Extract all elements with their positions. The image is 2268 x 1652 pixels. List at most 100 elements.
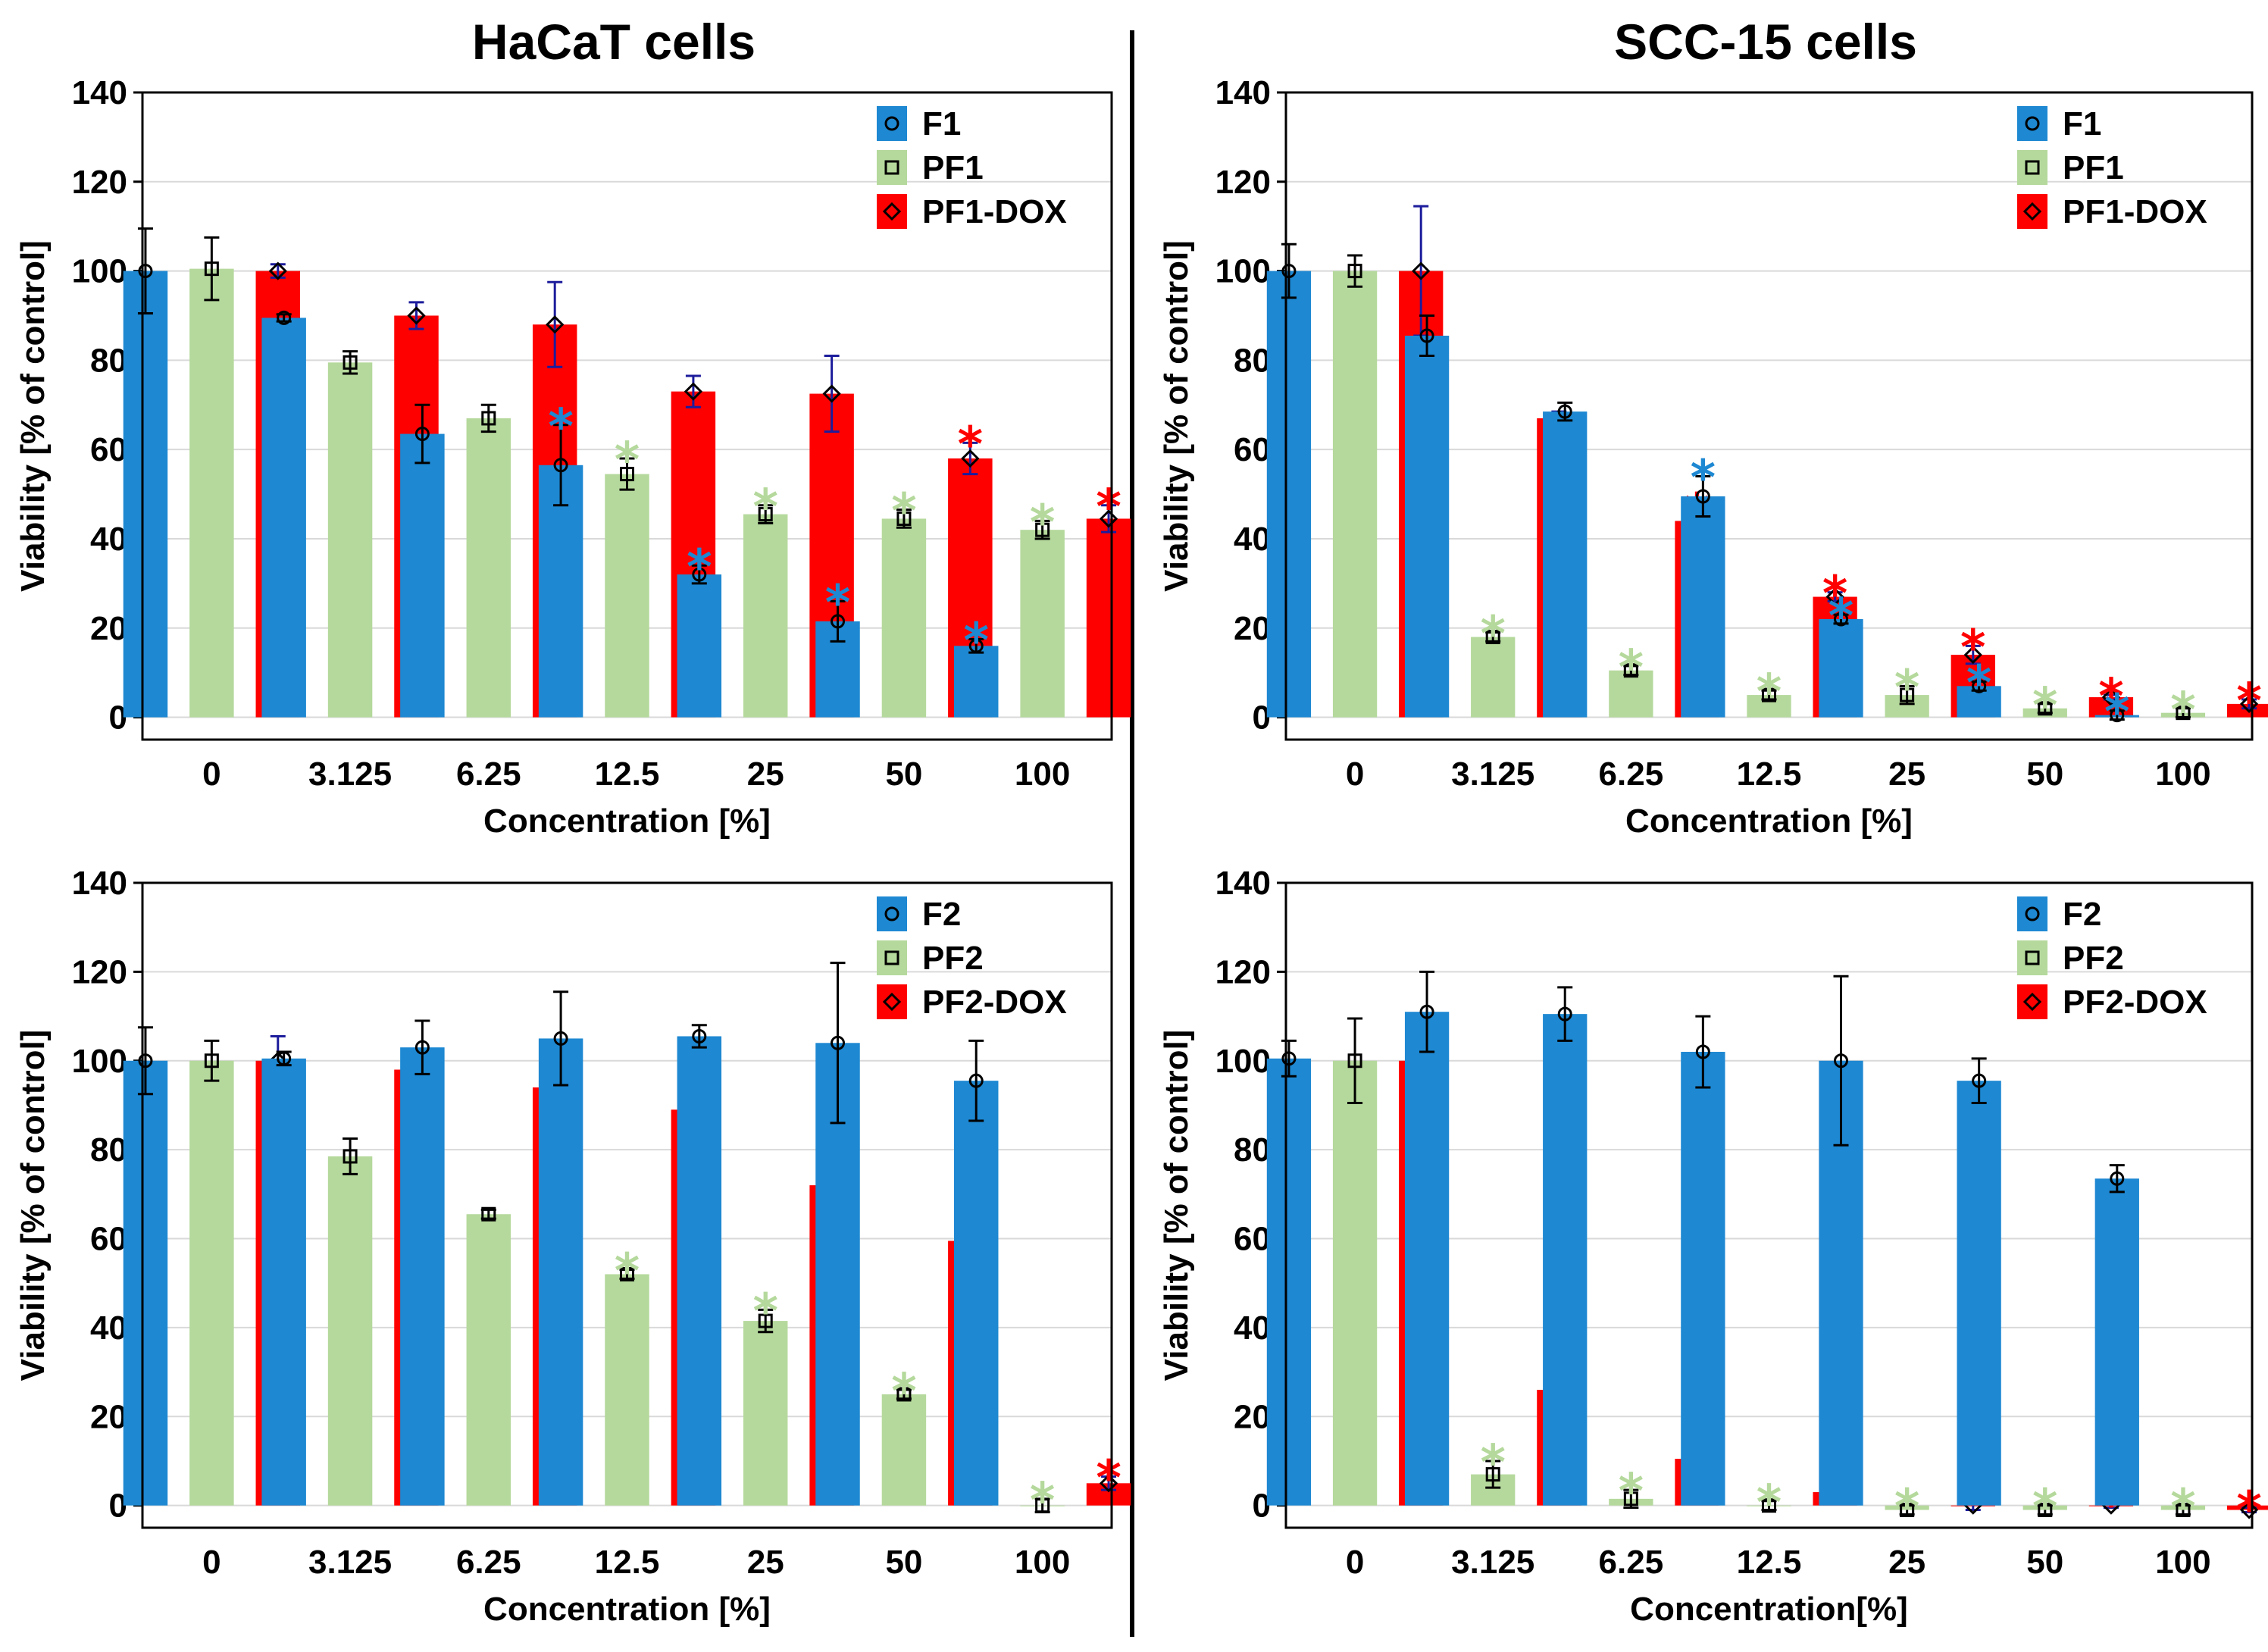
point-marker xyxy=(2038,701,2053,716)
point-marker xyxy=(1035,1498,1050,1513)
x-tick-label: 100 xyxy=(1015,756,1070,793)
significance-star: * xyxy=(1894,660,1919,716)
y-tick-label: 140 xyxy=(72,74,127,111)
point-marker xyxy=(414,1040,430,1055)
legend-label: PF1 xyxy=(2063,149,2124,186)
y-tick-label: 60 xyxy=(1234,1221,1271,1258)
x-tick-label: 25 xyxy=(747,1544,784,1581)
point-marker xyxy=(2110,708,2125,723)
y-tick-label: 140 xyxy=(72,865,127,902)
y-axis-label: Viability [% of control] xyxy=(1158,1030,1195,1381)
point-marker xyxy=(1099,509,1118,528)
y-tick-label: 100 xyxy=(72,253,127,290)
point-marker xyxy=(2176,706,2191,721)
x-tick-label: 12.5 xyxy=(595,1544,660,1581)
bar-f1 xyxy=(677,574,722,718)
x-axis-label: Concentration [%] xyxy=(483,1591,771,1628)
significance-star: * xyxy=(615,1244,640,1300)
significance-star: * xyxy=(891,484,916,540)
point-marker xyxy=(1762,687,1776,702)
point-marker xyxy=(620,1266,634,1281)
bar-f1 xyxy=(1681,496,1725,718)
bar-f2 xyxy=(123,1060,168,1506)
significance-star: * xyxy=(2032,1480,2057,1536)
point-marker xyxy=(2176,1503,2191,1518)
point-marker xyxy=(1347,1053,1362,1068)
bar-f2 xyxy=(1404,1012,1450,1506)
y-tick-label: 120 xyxy=(72,953,127,990)
point-marker xyxy=(1972,678,1987,693)
legend-marker xyxy=(884,116,899,131)
y-tick-label: 20 xyxy=(1234,1398,1271,1435)
y-tick-label: 80 xyxy=(90,342,127,379)
x-tick-label: 0 xyxy=(1346,1544,1364,1581)
point-marker xyxy=(1623,1491,1638,1507)
point-marker xyxy=(896,1387,912,1402)
significance-star: * xyxy=(2236,1482,2261,1538)
x-tick-label: 6.25 xyxy=(1599,756,1664,793)
point-marker xyxy=(1485,630,1500,645)
x-tick-label: 25 xyxy=(1888,756,1925,793)
significance-star: * xyxy=(1619,1464,1644,1520)
x-tick-label: 3.125 xyxy=(1451,1544,1534,1581)
point-marker xyxy=(481,411,496,426)
x-tick-label: 6.25 xyxy=(1599,1544,1664,1581)
point-marker xyxy=(1834,612,1849,627)
y-tick-label: 60 xyxy=(90,431,127,468)
significance-star: * xyxy=(825,575,850,631)
legend-marker xyxy=(2022,992,2042,1012)
point-marker xyxy=(1281,1051,1297,1066)
bar-pf1 xyxy=(1020,530,1065,718)
significance-star: * xyxy=(1096,480,1121,536)
bar-f1 xyxy=(538,465,583,718)
y-tick-label: 80 xyxy=(1234,342,1271,379)
bar-pf2 xyxy=(881,1394,927,1506)
bar-f1 xyxy=(1819,618,1863,718)
legend-label: PF2 xyxy=(922,940,984,977)
point-marker xyxy=(343,1149,358,1164)
bar-pf1-dox xyxy=(1086,518,1131,718)
significance-star: * xyxy=(752,480,777,536)
point-marker xyxy=(1347,264,1362,279)
significance-star: * xyxy=(1030,495,1055,551)
point-marker xyxy=(138,1053,153,1068)
point-marker xyxy=(1281,264,1297,279)
significance-star: * xyxy=(2032,678,2057,734)
point-marker xyxy=(1623,663,1638,678)
y-tick-label: 100 xyxy=(1215,1043,1271,1080)
legend-swatch-pf1 xyxy=(877,150,907,185)
legend-swatch-pf2 xyxy=(2017,940,2047,975)
significance-star: * xyxy=(1966,655,1991,712)
panels: 0 20 40 60 80 100 120 140 0 3.125 6.25 * * 12.5 * * 25 * *… xyxy=(14,74,2268,1628)
y-tick-label: 80 xyxy=(90,1131,127,1169)
x-tick-label: 50 xyxy=(2026,756,2063,793)
bar-f1 xyxy=(1404,335,1450,718)
legend-label: F1 xyxy=(2063,105,2101,142)
point-marker xyxy=(1485,1467,1500,1482)
legend-swatch-f1 xyxy=(2017,106,2047,141)
bar-f1 xyxy=(261,318,306,718)
point-marker xyxy=(968,638,984,653)
point-marker xyxy=(1963,645,1982,665)
point-marker xyxy=(407,306,426,325)
x-tick-label: 6.25 xyxy=(456,1544,521,1581)
bar-pf2 xyxy=(327,1156,373,1506)
point-marker xyxy=(2038,1503,2053,1518)
y-tick-label: 20 xyxy=(90,1398,127,1435)
legend-label: F2 xyxy=(2063,896,2101,933)
y-tick-label: 140 xyxy=(1215,74,1271,111)
legend-marker xyxy=(2022,202,2042,221)
y-tick-label: 40 xyxy=(1234,521,1271,558)
point-marker xyxy=(1900,687,1915,702)
point-marker xyxy=(546,315,565,334)
point-marker xyxy=(1762,1498,1776,1513)
point-marker xyxy=(2101,687,2121,707)
plot-frame xyxy=(1284,91,2254,741)
significance-star: * xyxy=(1828,589,1854,645)
x-tick-label: 12.5 xyxy=(1737,756,1802,793)
point-marker xyxy=(1412,261,1431,280)
legend-label: F2 xyxy=(922,896,961,933)
chart-panel-bottom-right: 0204060801001201400**3.125**6.25**12.5**… xyxy=(1158,865,2268,1628)
point-marker xyxy=(831,1035,846,1050)
